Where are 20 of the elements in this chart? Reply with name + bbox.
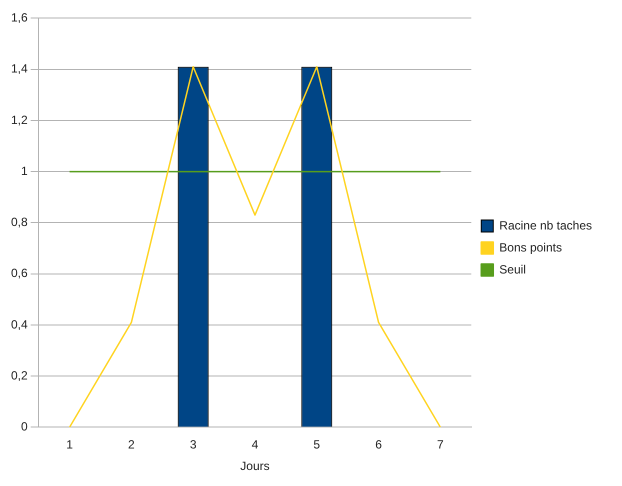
legend-label: Bons points: [499, 240, 562, 254]
x-axis-title: Jours: [240, 459, 270, 474]
y-tick-label: 0,8: [10, 215, 28, 230]
x-tick-label: 7: [437, 438, 444, 452]
x-tick-label: 3: [190, 438, 197, 452]
x-tick-label: 5: [313, 438, 320, 452]
y-tick-label: 1: [20, 164, 28, 178]
y-tick-label: 0: [20, 420, 28, 434]
x-tick-label: 6: [375, 438, 382, 452]
y-tick-label: 1,4: [10, 62, 28, 76]
x-tick-label: 1: [66, 438, 74, 452]
y-tick-label: 1,2: [10, 112, 28, 127]
y-tick-label: 1,6: [10, 10, 28, 25]
x-tick-label: 4: [252, 438, 259, 452]
y-tick-label: 0,2: [10, 368, 28, 382]
x-tick-label: 2: [128, 438, 136, 452]
legend-label: Racine nb taches: [499, 218, 592, 232]
y-tick-label: 0,6: [10, 266, 28, 280]
y-tick-label: 0,4: [10, 317, 28, 332]
legend-label: Seuil: [499, 262, 526, 276]
